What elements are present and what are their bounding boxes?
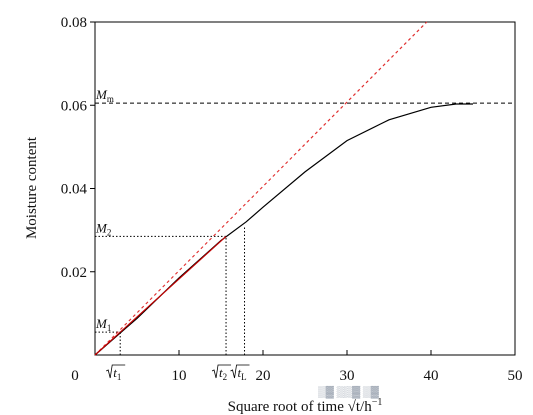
x-tick-label: 0: [71, 368, 79, 384]
sqrt-radical: [211, 364, 232, 379]
plot-frame: [94, 21, 516, 356]
x-tick-label: 30: [340, 368, 355, 384]
series-2-line: [94, 235, 227, 356]
sqrt-radical: [230, 364, 250, 379]
series-0-line: [94, 103, 473, 356]
x-tick-label: 10: [172, 368, 187, 384]
y-tick-label: 0.08: [61, 15, 87, 31]
x-axis-title-sup: −1: [372, 397, 383, 408]
y-tick-label: 0.02: [61, 265, 87, 281]
watermark: ▒▓ ▒▒▓ ▒▓: [318, 385, 380, 399]
x-axis-title: Square root of time √t/h−1: [228, 397, 383, 415]
ref-label-M2: M2: [95, 220, 111, 237]
ref-label-M1: M1: [95, 316, 111, 333]
y-axis-title: Moisture content: [24, 136, 40, 239]
ref-label-Mm: Mm: [95, 87, 114, 104]
series-1-line: [94, 21, 428, 356]
x-axis-title-main: Square root of time √t/h: [228, 399, 373, 415]
y-tick-label: 0.04: [61, 182, 88, 198]
y-tick-label: 0.06: [61, 98, 88, 114]
x-tick-label: 50: [508, 368, 523, 384]
sqrt-radical: [106, 364, 126, 379]
vmarker-label-t2: t2: [219, 365, 227, 382]
x-tick-label: 40: [424, 368, 439, 384]
vmarker-label-tL: tL: [238, 365, 247, 382]
x-tick-label: 20: [256, 368, 271, 384]
vmarker-label-t1: t1: [113, 365, 121, 382]
